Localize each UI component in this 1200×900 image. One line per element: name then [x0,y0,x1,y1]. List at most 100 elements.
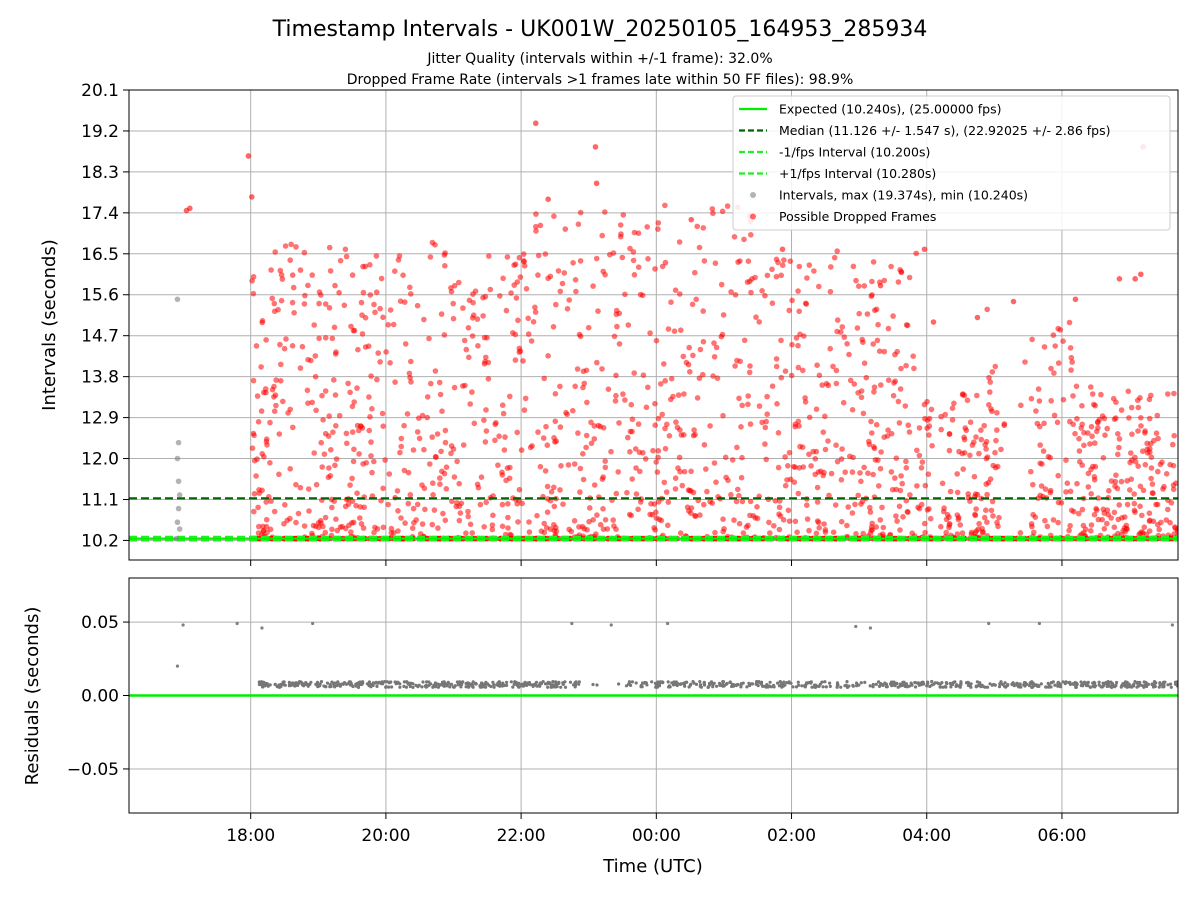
dropped-frame-point [414,302,421,309]
residual-point [1110,683,1114,687]
residual-point [288,682,292,686]
dropped-frame-point [847,377,854,384]
dropped-frame-point [267,460,273,466]
dropped-frame-point [1113,472,1119,479]
dropped-frame-point [990,513,996,519]
residual-point [748,683,752,688]
dropped-frame-point [402,341,409,347]
dropped-frame-point [1165,506,1171,513]
dropped-frame-point [700,338,707,345]
dropped-frame-point [550,324,557,330]
dropped-frame-point [368,453,374,459]
residual-point [595,683,599,687]
residual-point [577,682,581,686]
residual-point [456,683,460,687]
dropped-frame-point [764,411,770,418]
dropped-frame-point [925,471,932,478]
dropped-frame-point [881,277,888,284]
dropped-frame-point [647,330,653,336]
dropped-frame-point [820,429,827,436]
dropped-frame-point [651,525,657,531]
residual-point [868,684,872,688]
dropped-frame-point [438,311,445,317]
dropped-frame-point [827,345,833,352]
residual-point [805,681,809,685]
dropped-frame-point [676,239,683,245]
residual-point [573,683,577,687]
dropped-frame-point [627,449,633,455]
dropped-frame-point [895,398,902,405]
dropped-frame-point [909,530,915,536]
dropped-frame-point [1060,338,1066,345]
dropped-frame-point [558,463,564,469]
top-y-tick-label: 10.2 [81,531,119,551]
dropped-frame-point [700,225,707,231]
dropped-frame-point [419,521,426,527]
residual-point [1097,683,1101,687]
dropped-frame-point [989,498,996,505]
residual-point [1142,684,1146,688]
dropped-frame-point [580,476,587,483]
dropped-frame-point [431,507,438,513]
dropped-frame-point [1091,511,1098,518]
dropped-frame-point [896,503,903,510]
dropped-frame-point [1118,407,1125,413]
residual-point [828,684,832,689]
residual-point [347,680,351,684]
residual-point [855,681,859,685]
residual-point [689,682,693,686]
dropped-frame-point [947,488,954,495]
legend-label: Possible Dropped Frames [779,209,936,224]
residual-point [1019,685,1023,689]
residual-point [455,680,459,684]
residual-point [666,680,670,684]
dropped-frame-point [282,502,288,508]
residual-point [627,682,631,686]
dropped-frame-point [1146,518,1153,524]
dropped-frame-point [1089,391,1096,397]
dropped-frame-point [1116,436,1123,442]
dropped-frame-point [537,463,544,470]
residual-point [1137,682,1141,687]
residual-point [958,685,962,689]
residual-point [519,684,523,688]
dropped-frame-point [875,321,881,328]
dropped-frame-point [427,254,434,260]
residual-point [889,680,894,684]
dropped-frame-point [921,520,928,527]
dropped-frame-point [954,531,961,537]
dropped-frame-point [359,425,366,431]
dropped-frame-point [988,406,994,412]
dropped-frame-point [249,194,255,200]
dropped-frame-point [732,292,739,298]
residual-point [847,684,851,688]
residual-point [538,682,542,686]
residual-point [624,684,629,688]
dropped-frame-point [349,498,356,505]
dropped-frame-point [775,430,782,436]
dropped-frame-point [1072,430,1078,437]
dropped-frame-point [612,398,619,404]
dropped-frame-point [1029,523,1035,530]
dropped-frame-point [772,498,779,504]
dropped-frame-point [541,375,547,382]
dropped-frame-point [696,244,703,251]
dropped-frame-point [386,471,393,477]
dropped-frame-point [367,292,374,298]
residual-point [990,683,994,687]
dropped-frame-point [1126,415,1132,421]
dropped-frame-point [796,308,802,315]
residual-point [1123,684,1127,688]
dropped-frame-point [849,407,856,413]
dropped-frame-point [918,501,925,508]
dropped-frame-point [1150,518,1157,525]
dropped-frame-point [1104,425,1110,432]
dropped-frame-point [421,316,427,323]
dropped-frame-point [749,276,755,282]
residual-point [355,682,359,686]
dropped-frame-point [527,444,534,451]
dropped-frame-point [535,252,542,259]
dropped-frame-point [686,344,692,351]
residual-point [283,683,287,687]
dropped-frame-point [633,465,639,471]
